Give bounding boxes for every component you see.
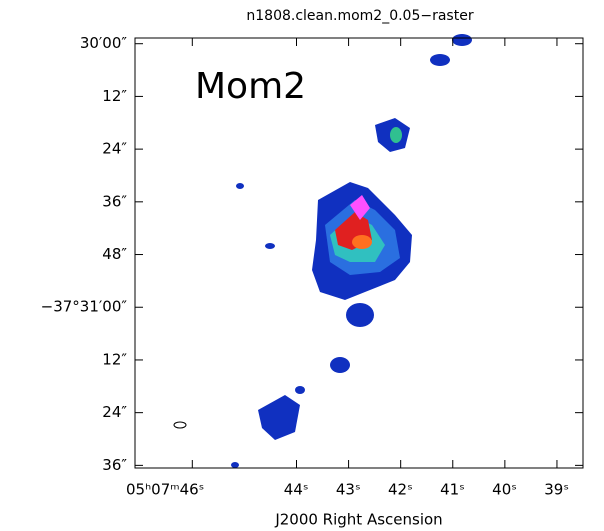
y-tick-label: 36″ [102,456,127,474]
x-tick-label: 40ˢ [492,481,517,499]
y-tick-label: 48″ [102,245,127,263]
chart-title: n1808.clean.mom2_0.05−raster [246,8,473,24]
y-tick-label: 12″ [102,350,127,368]
x-tick-label: 43ˢ [336,481,361,499]
x-axis-label: J2000 Right Ascension [274,511,442,529]
beam [173,421,187,429]
y-tick-label: 12″ [102,87,127,105]
y-tick-label: 36″ [102,192,127,210]
x-tick-label: 39ˢ [544,481,569,499]
raster-image [231,34,472,468]
y-tick-label: 30′00″ [80,34,128,52]
y-tick-label: −37°31′00″ [41,298,128,316]
annotation: Mom2 [195,66,306,107]
x-tick-label: 44ˢ [284,481,309,499]
x-tick-label: 05ʰ07ᵐ46ˢ [126,481,204,499]
x-tick-label: 42ˢ [388,481,413,499]
x-tick-label: 41ˢ [440,481,465,499]
y-tick-label: 24″ [102,403,127,421]
plot-frame [134,37,584,469]
y-tick-label: 24″ [102,140,127,158]
